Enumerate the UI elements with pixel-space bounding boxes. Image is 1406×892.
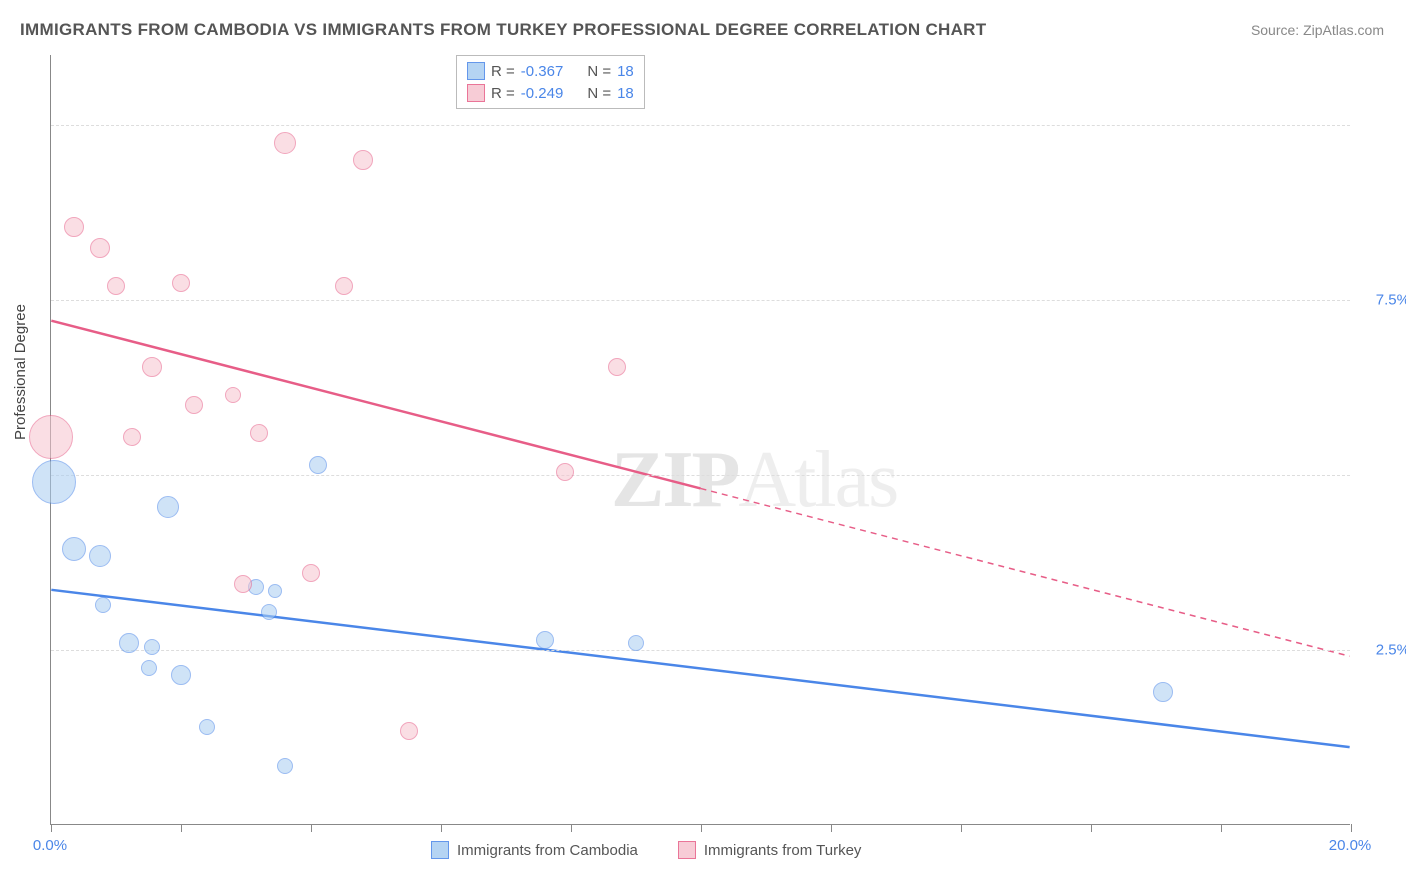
scatter-point xyxy=(277,758,293,774)
scatter-point xyxy=(199,719,215,735)
scatter-point xyxy=(309,456,327,474)
scatter-point xyxy=(268,584,282,598)
legend-swatch xyxy=(467,84,485,102)
watermark: ZIPAtlas xyxy=(611,435,897,526)
y-tick-label: 2.5% xyxy=(1355,642,1406,659)
x-tick xyxy=(1091,824,1092,832)
scatter-point xyxy=(144,639,160,655)
scatter-point xyxy=(1153,682,1173,702)
legend-label: Immigrants from Cambodia xyxy=(457,842,638,859)
scatter-point xyxy=(250,424,268,442)
scatter-point xyxy=(157,496,179,518)
n-value: 18 xyxy=(617,63,634,80)
legend-item: Immigrants from Cambodia xyxy=(431,841,638,859)
scatter-point xyxy=(95,597,111,613)
correlation-stats-box: R = -0.367 N = 18 R = -0.249 N = 18 xyxy=(456,55,645,109)
scatter-point xyxy=(141,660,157,676)
scatter-point xyxy=(628,635,644,651)
legend-swatch xyxy=(678,841,696,859)
bottom-legend: Immigrants from Cambodia Immigrants from … xyxy=(431,841,861,859)
x-tick xyxy=(51,824,52,832)
r-label: R = xyxy=(491,63,515,80)
r-value: -0.249 xyxy=(521,85,564,102)
scatter-point xyxy=(32,460,76,504)
r-label: R = xyxy=(491,85,515,102)
scatter-point xyxy=(608,358,626,376)
n-label: N = xyxy=(587,85,611,102)
x-tick xyxy=(1221,824,1222,832)
gridline xyxy=(51,125,1350,126)
chart-title: IMMIGRANTS FROM CAMBODIA VS IMMIGRANTS F… xyxy=(20,20,986,40)
x-tick xyxy=(701,824,702,832)
scatter-point xyxy=(64,217,84,237)
gridline xyxy=(51,650,1350,651)
scatter-point xyxy=(171,665,191,685)
x-tick xyxy=(181,824,182,832)
plot-area: ZIPAtlas R =-0.367N =18R =-0.249N =18 Im… xyxy=(50,55,1350,825)
chart-container: IMMIGRANTS FROM CAMBODIA VS IMMIGRANTS F… xyxy=(0,0,1406,892)
legend-item: Immigrants from Turkey xyxy=(678,841,862,859)
stats-row: R = -0.249 N = 18 xyxy=(467,82,634,104)
scatter-point xyxy=(90,238,110,258)
scatter-point xyxy=(302,564,320,582)
x-tick xyxy=(441,824,442,832)
scatter-point xyxy=(353,150,373,170)
scatter-point xyxy=(172,274,190,292)
scatter-point xyxy=(400,722,418,740)
n-label: N = xyxy=(587,63,611,80)
scatter-point xyxy=(123,428,141,446)
x-tick xyxy=(1351,824,1352,832)
stats-row: R = -0.367 N = 18 xyxy=(467,60,634,82)
trend-line-solid xyxy=(51,590,1349,747)
legend-swatch xyxy=(467,62,485,80)
trend-line-solid xyxy=(51,321,700,489)
scatter-point xyxy=(29,415,73,459)
r-value: -0.367 xyxy=(521,63,564,80)
legend-label: Immigrants from Turkey xyxy=(704,842,862,859)
scatter-point xyxy=(89,545,111,567)
scatter-point xyxy=(556,463,574,481)
gridline xyxy=(51,475,1350,476)
source-label: Source: ZipAtlas.com xyxy=(1251,22,1384,38)
n-value: 18 xyxy=(617,85,634,102)
scatter-point xyxy=(225,387,241,403)
scatter-point xyxy=(185,396,203,414)
scatter-point xyxy=(107,277,125,295)
scatter-point xyxy=(119,633,139,653)
scatter-point xyxy=(261,604,277,620)
y-axis-label: Professional Degree xyxy=(12,304,29,440)
watermark-atlas: Atlas xyxy=(738,436,897,524)
x-tick xyxy=(961,824,962,832)
scatter-point xyxy=(536,631,554,649)
scatter-point xyxy=(234,575,252,593)
scatter-point xyxy=(142,357,162,377)
x-tick xyxy=(831,824,832,832)
watermark-zip: ZIP xyxy=(611,436,738,524)
scatter-point xyxy=(274,132,296,154)
scatter-point xyxy=(335,277,353,295)
gridline xyxy=(51,300,1350,301)
x-tick xyxy=(311,824,312,832)
legend-swatch xyxy=(431,841,449,859)
y-tick-label: 7.5% xyxy=(1355,292,1406,309)
x-tick-label: 20.0% xyxy=(1329,837,1372,854)
x-tick-label: 0.0% xyxy=(33,837,67,854)
x-tick xyxy=(571,824,572,832)
scatter-point xyxy=(62,537,86,561)
